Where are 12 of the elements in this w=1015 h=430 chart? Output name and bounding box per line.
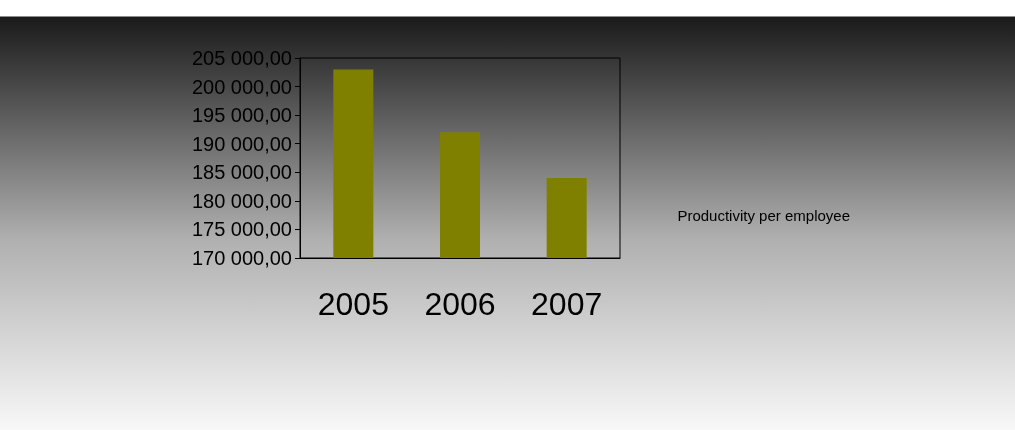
x-tick-label: 2006 (424, 286, 496, 322)
y-tick-label: 205 000,00 (191, 47, 292, 69)
y-tick-label: 175 000,00 (191, 218, 292, 241)
text: Productivity per employee (677, 206, 851, 224)
y-tick-label: 180 000,00 (191, 189, 292, 212)
y-tick-label: 190 000,00 (191, 132, 292, 155)
x-tick-label: 2005 (317, 286, 389, 322)
y-tick-label: 200 000,00 (191, 75, 292, 98)
y-tick-label: 170 000,00 (191, 247, 292, 269)
y-tick-label: 195 000,00 (191, 104, 292, 127)
x-tick-label: 2007 (531, 286, 603, 322)
y-tick-label: 185 000,00 (191, 161, 292, 184)
